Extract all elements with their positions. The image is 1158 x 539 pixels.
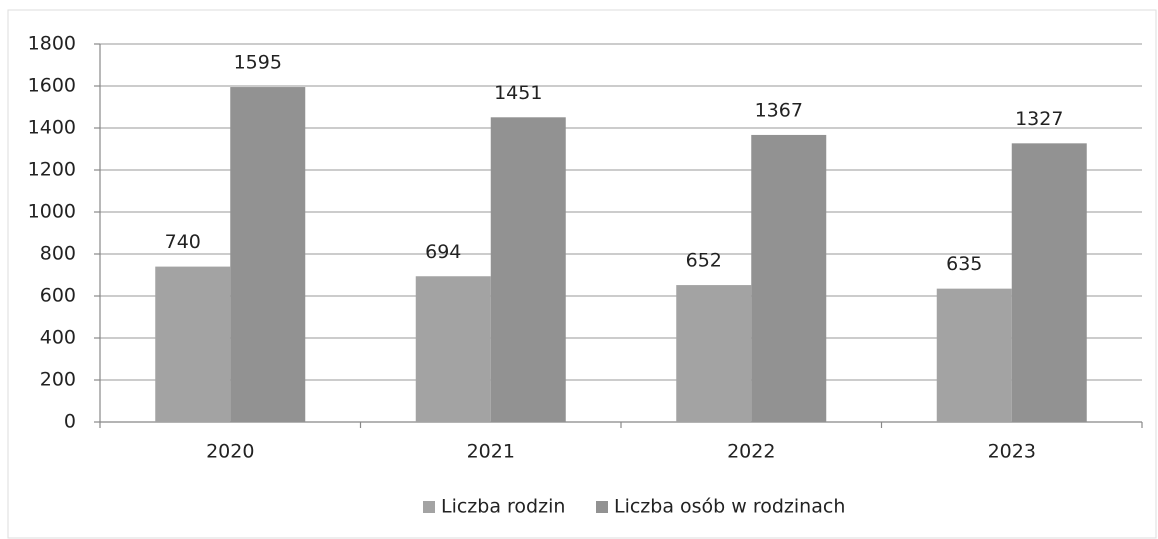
- data-label: 740: [165, 231, 201, 253]
- y-tick-label: 0: [64, 411, 76, 433]
- x-tick-label: 2022: [727, 441, 775, 463]
- data-label: 694: [425, 241, 461, 263]
- y-tick-label: 1200: [28, 159, 76, 181]
- y-tick-label: 200: [40, 369, 76, 391]
- bar: [751, 134, 827, 422]
- bar: [230, 87, 306, 423]
- y-tick-label: 1600: [28, 75, 76, 97]
- data-label: 635: [946, 253, 982, 275]
- bar: [415, 276, 491, 422]
- data-label: 1595: [234, 52, 282, 74]
- bar: [936, 288, 1012, 422]
- legend-swatch: [596, 501, 608, 513]
- y-tick-label: 600: [40, 285, 76, 307]
- legend-label: Liczba rodzin: [441, 496, 565, 518]
- bar: [490, 117, 566, 422]
- data-label: 652: [686, 250, 722, 272]
- y-tick-label: 1000: [28, 201, 76, 223]
- x-tick-label: 2021: [467, 441, 515, 463]
- x-tick-label: 2023: [988, 441, 1036, 463]
- bar: [676, 285, 752, 422]
- chart-frame: [7, 9, 1157, 539]
- data-label: 1327: [1015, 108, 1063, 130]
- bar: [155, 266, 231, 422]
- legend-label: Liczba osób w rodzinach: [614, 496, 845, 518]
- y-tick-label: 400: [40, 327, 76, 349]
- y-tick-label: 1400: [28, 117, 76, 139]
- y-tick-label: 1800: [28, 33, 76, 55]
- bar: [1011, 143, 1087, 422]
- x-tick-label: 2020: [206, 441, 254, 463]
- data-label: 1367: [755, 99, 803, 121]
- legend-swatch: [423, 501, 435, 513]
- y-tick-label: 800: [40, 243, 76, 265]
- data-label: 1451: [494, 82, 542, 104]
